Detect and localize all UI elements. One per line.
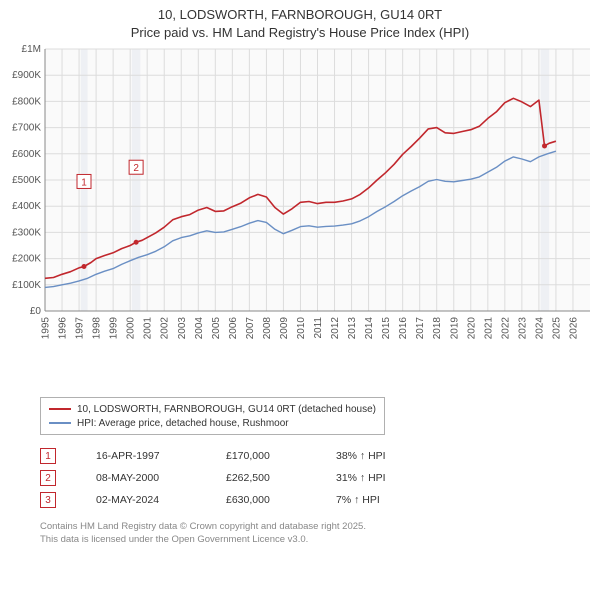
svg-text:1996: 1996 — [58, 317, 69, 340]
svg-text:2005: 2005 — [211, 317, 222, 340]
svg-text:2004: 2004 — [194, 317, 205, 340]
svg-text:2026: 2026 — [568, 317, 579, 340]
svg-text:2014: 2014 — [364, 317, 375, 340]
marker-badge-2: 2 — [40, 470, 56, 486]
svg-text:£0: £0 — [30, 306, 42, 317]
marker-badge-1: 1 — [40, 448, 56, 464]
svg-text:£600K: £600K — [12, 149, 41, 160]
svg-text:£1M: £1M — [22, 44, 41, 55]
marker-row-1: 1 16-APR-1997 £170,000 38% ↑ HPI — [40, 445, 600, 467]
marker-date-1: 16-APR-1997 — [96, 450, 186, 462]
svg-text:2024: 2024 — [534, 317, 545, 340]
svg-text:2001: 2001 — [143, 317, 154, 340]
svg-text:£300K: £300K — [12, 227, 41, 238]
legend: 10, LODSWORTH, FARNBOROUGH, GU14 0RT (de… — [40, 397, 385, 435]
svg-text:2012: 2012 — [330, 317, 341, 340]
chart-area: £0 £100K £200K £300K £400K £500K £600K £700K £80… — [0, 41, 600, 391]
marker-row-3: 3 02-MAY-2024 £630,000 7% ↑ HPI — [40, 489, 600, 511]
legend-label-1: 10, LODSWORTH, FARNBOROUGH, GU14 0RT (de… — [77, 404, 376, 415]
marker-price-3: £630,000 — [226, 494, 296, 506]
svg-text:1999: 1999 — [109, 317, 120, 340]
svg-text:2021: 2021 — [483, 317, 494, 340]
marker-price-1: £170,000 — [226, 450, 296, 462]
svg-text:£700K: £700K — [12, 123, 41, 134]
svg-text:2007: 2007 — [245, 317, 256, 340]
svg-text:£200K: £200K — [12, 254, 41, 265]
marker-hpi-1: 38% ↑ HPI — [336, 450, 416, 462]
marker-date-3: 02-MAY-2024 — [96, 494, 186, 506]
svg-text:2013: 2013 — [347, 317, 358, 340]
footnote-line2: This data is licensed under the Open Gov… — [40, 534, 600, 547]
svg-text:2020: 2020 — [466, 317, 477, 340]
svg-text:2002: 2002 — [160, 317, 171, 340]
marker-price-2: £262,500 — [226, 472, 296, 484]
title-line2: Price paid vs. HM Land Registry's House … — [0, 24, 600, 42]
marker-date-2: 08-MAY-2000 — [96, 472, 186, 484]
svg-text:2018: 2018 — [432, 317, 443, 340]
svg-text:2025: 2025 — [551, 317, 562, 340]
footnote: Contains HM Land Registry data © Crown c… — [40, 521, 600, 547]
legend-series2: HPI: Average price, detached house, Rush… — [49, 416, 376, 430]
svg-text:2017: 2017 — [415, 317, 426, 340]
svg-text:£100K: £100K — [12, 280, 41, 291]
svg-text:2000: 2000 — [126, 317, 137, 340]
svg-text:1998: 1998 — [92, 317, 103, 340]
marker-hpi-3: 7% ↑ HPI — [336, 494, 416, 506]
svg-text:2022: 2022 — [500, 317, 511, 340]
svg-text:1995: 1995 — [41, 317, 52, 340]
footnote-line1: Contains HM Land Registry data © Crown c… — [40, 521, 600, 534]
svg-text:2003: 2003 — [177, 317, 188, 340]
marker-hpi-2: 31% ↑ HPI — [336, 472, 416, 484]
svg-text:2015: 2015 — [381, 317, 392, 340]
legend-swatch-1 — [49, 408, 71, 410]
legend-label-2: HPI: Average price, detached house, Rush… — [77, 418, 289, 429]
svg-text:£900K: £900K — [12, 70, 41, 81]
svg-text:2019: 2019 — [449, 317, 460, 340]
marker-table: 1 16-APR-1997 £170,000 38% ↑ HPI 2 08-MA… — [40, 445, 600, 511]
marker-row-2: 2 08-MAY-2000 £262,500 31% ↑ HPI — [40, 467, 600, 489]
svg-text:2023: 2023 — [517, 317, 528, 340]
marker-badge-3: 3 — [40, 492, 56, 508]
legend-swatch-2 — [49, 422, 71, 424]
svg-text:1997: 1997 — [75, 317, 86, 340]
legend-series1: 10, LODSWORTH, FARNBOROUGH, GU14 0RT (de… — [49, 402, 376, 416]
svg-text:2010: 2010 — [296, 317, 307, 340]
line-chart-svg: £0 £100K £200K £300K £400K £500K £600K £700K £80… — [0, 41, 600, 391]
svg-text:2006: 2006 — [228, 317, 239, 340]
svg-text:£800K: £800K — [12, 96, 41, 107]
svg-text:2008: 2008 — [262, 317, 273, 340]
svg-text:£400K: £400K — [12, 201, 41, 212]
svg-text:2: 2 — [133, 163, 139, 174]
svg-text:1: 1 — [81, 178, 87, 189]
svg-text:2011: 2011 — [313, 317, 324, 339]
title-line1: 10, LODSWORTH, FARNBOROUGH, GU14 0RT — [0, 6, 600, 24]
svg-text:£500K: £500K — [12, 175, 41, 186]
chart-title: 10, LODSWORTH, FARNBOROUGH, GU14 0RT Pri… — [0, 0, 600, 41]
svg-text:2016: 2016 — [398, 317, 409, 340]
svg-text:2009: 2009 — [279, 317, 290, 340]
